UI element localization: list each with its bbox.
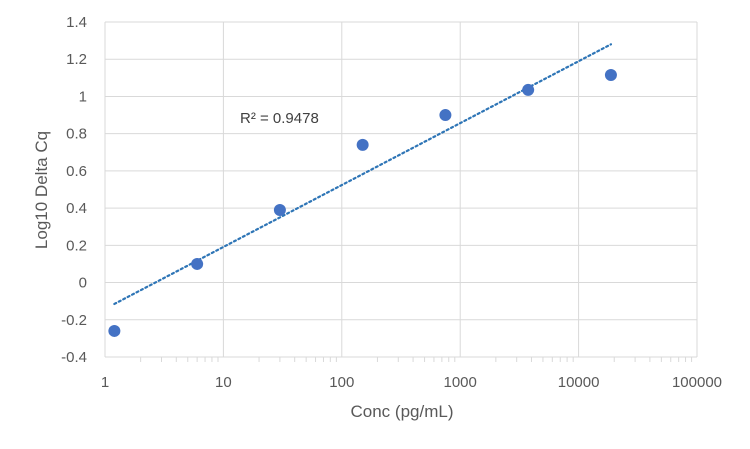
y-tick-label: 1 [79, 88, 87, 105]
x-axis-title: Conc (pg/mL) [351, 402, 454, 421]
trendline [113, 43, 613, 306]
y-tick-label: 0.8 [66, 126, 87, 143]
data-points [108, 69, 617, 337]
x-tick-label: 100000 [672, 374, 722, 391]
data-point [439, 109, 452, 122]
axes [140, 357, 693, 362]
y-tick-label: -0.2 [61, 312, 87, 329]
grid [104, 21, 698, 358]
x-tick-label: 100 [329, 374, 354, 391]
data-point [191, 257, 204, 270]
tick-labels: -0.4 -0.2 0 0.2 0.4 0.6 0.8 1 1.2 1.4 1 10 100 1000 10… [61, 14, 722, 391]
x-tick-label: 1000 [444, 374, 477, 391]
data-point [108, 324, 121, 337]
y-tick-label: 0.4 [66, 200, 87, 217]
y-tick-label: 0 [79, 275, 87, 292]
data-point [522, 83, 535, 96]
data-point [604, 69, 617, 82]
data-point [356, 138, 369, 151]
x-tick-label: 1 [101, 374, 109, 391]
y-axis-title: Log10 Delta Cq [32, 131, 51, 249]
x-tick-label: 10000 [558, 374, 600, 391]
data-point [273, 203, 286, 216]
y-tick-label: -0.4 [61, 349, 87, 366]
y-tick-label: 1.2 [66, 51, 87, 68]
y-tick-label: 0.2 [66, 237, 87, 254]
r-squared-label: R² = 0.9478 [240, 110, 319, 127]
y-tick-label: 0.6 [66, 163, 87, 180]
trendline-path [113, 43, 613, 306]
x-tick-label: 10 [215, 374, 232, 391]
y-tick-label: 1.4 [66, 14, 87, 31]
